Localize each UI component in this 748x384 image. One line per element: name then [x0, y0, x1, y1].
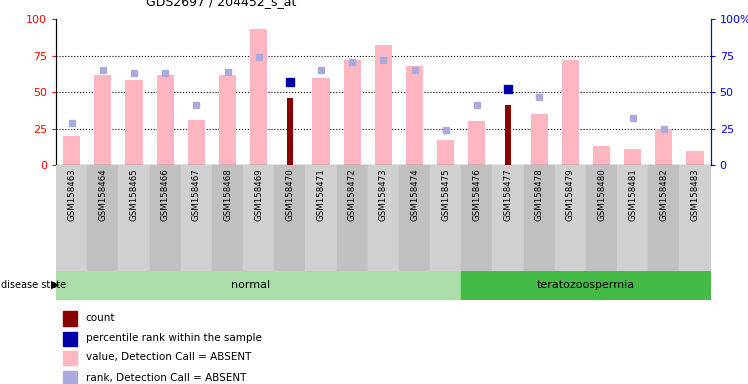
Bar — [118, 165, 150, 271]
Bar — [649, 165, 679, 271]
Text: GSM158483: GSM158483 — [690, 168, 699, 221]
Bar — [368, 165, 399, 271]
Bar — [687, 151, 704, 165]
Bar — [655, 129, 672, 165]
Bar — [94, 74, 111, 165]
Text: GSM158467: GSM158467 — [191, 168, 201, 221]
Bar — [56, 165, 88, 271]
Bar — [181, 165, 212, 271]
Text: GSM158471: GSM158471 — [316, 168, 325, 221]
Bar — [63, 311, 77, 326]
Bar — [617, 165, 649, 271]
Text: GSM158463: GSM158463 — [67, 168, 76, 221]
Text: GSM158464: GSM158464 — [98, 168, 108, 221]
Bar — [63, 332, 77, 346]
Bar — [562, 60, 579, 165]
Text: GSM158468: GSM158468 — [223, 168, 232, 221]
Bar — [286, 98, 293, 165]
Bar — [586, 165, 617, 271]
Bar — [126, 81, 143, 165]
Text: GSM158474: GSM158474 — [410, 168, 419, 221]
Bar — [63, 371, 77, 384]
Text: teratozoospermia: teratozoospermia — [537, 280, 635, 290]
Bar — [337, 165, 368, 271]
Bar — [468, 121, 485, 165]
Bar — [437, 140, 454, 165]
Bar — [212, 165, 243, 271]
Text: GSM158475: GSM158475 — [441, 168, 450, 221]
Bar — [624, 149, 641, 165]
Bar — [375, 45, 392, 165]
Text: ▶: ▶ — [51, 280, 59, 290]
Text: normal: normal — [231, 280, 271, 290]
Bar — [305, 165, 337, 271]
Text: GSM158470: GSM158470 — [285, 168, 295, 221]
Bar — [63, 351, 77, 366]
Bar — [343, 60, 361, 165]
Bar — [505, 105, 511, 165]
Text: GSM158469: GSM158469 — [254, 168, 263, 221]
Text: GSM158477: GSM158477 — [503, 168, 512, 221]
Bar — [555, 165, 586, 271]
Text: GSM158478: GSM158478 — [535, 168, 544, 221]
Bar — [492, 165, 524, 271]
Bar — [63, 136, 80, 165]
Bar — [462, 165, 492, 271]
Text: disease state: disease state — [1, 280, 66, 290]
Text: GSM158481: GSM158481 — [628, 168, 637, 221]
Text: GSM158476: GSM158476 — [472, 168, 482, 221]
Bar — [406, 66, 423, 165]
Bar — [188, 120, 205, 165]
Bar — [150, 165, 181, 271]
Bar — [250, 30, 267, 165]
Text: GSM158480: GSM158480 — [597, 168, 606, 221]
Bar — [243, 165, 275, 271]
Bar — [219, 74, 236, 165]
Text: GSM158472: GSM158472 — [348, 168, 357, 221]
Bar — [399, 165, 430, 271]
Bar — [530, 114, 548, 165]
Text: count: count — [85, 313, 115, 323]
Bar — [156, 74, 174, 165]
Text: GSM158465: GSM158465 — [129, 168, 138, 221]
Text: GDS2697 / 204452_s_at: GDS2697 / 204452_s_at — [146, 0, 296, 8]
Text: percentile rank within the sample: percentile rank within the sample — [85, 333, 262, 343]
Bar — [313, 78, 330, 165]
Text: GSM158473: GSM158473 — [378, 168, 388, 221]
Text: GSM158479: GSM158479 — [565, 168, 575, 221]
Text: value, Detection Call = ABSENT: value, Detection Call = ABSENT — [85, 353, 251, 362]
Bar — [593, 146, 610, 165]
Bar — [524, 165, 555, 271]
Bar — [462, 271, 711, 300]
Text: GSM158482: GSM158482 — [659, 168, 669, 221]
Bar — [430, 165, 462, 271]
Bar — [56, 271, 462, 300]
Bar — [679, 165, 711, 271]
Text: GSM158466: GSM158466 — [161, 168, 170, 221]
Bar — [275, 165, 305, 271]
Bar — [88, 165, 118, 271]
Text: rank, Detection Call = ABSENT: rank, Detection Call = ABSENT — [85, 372, 246, 382]
